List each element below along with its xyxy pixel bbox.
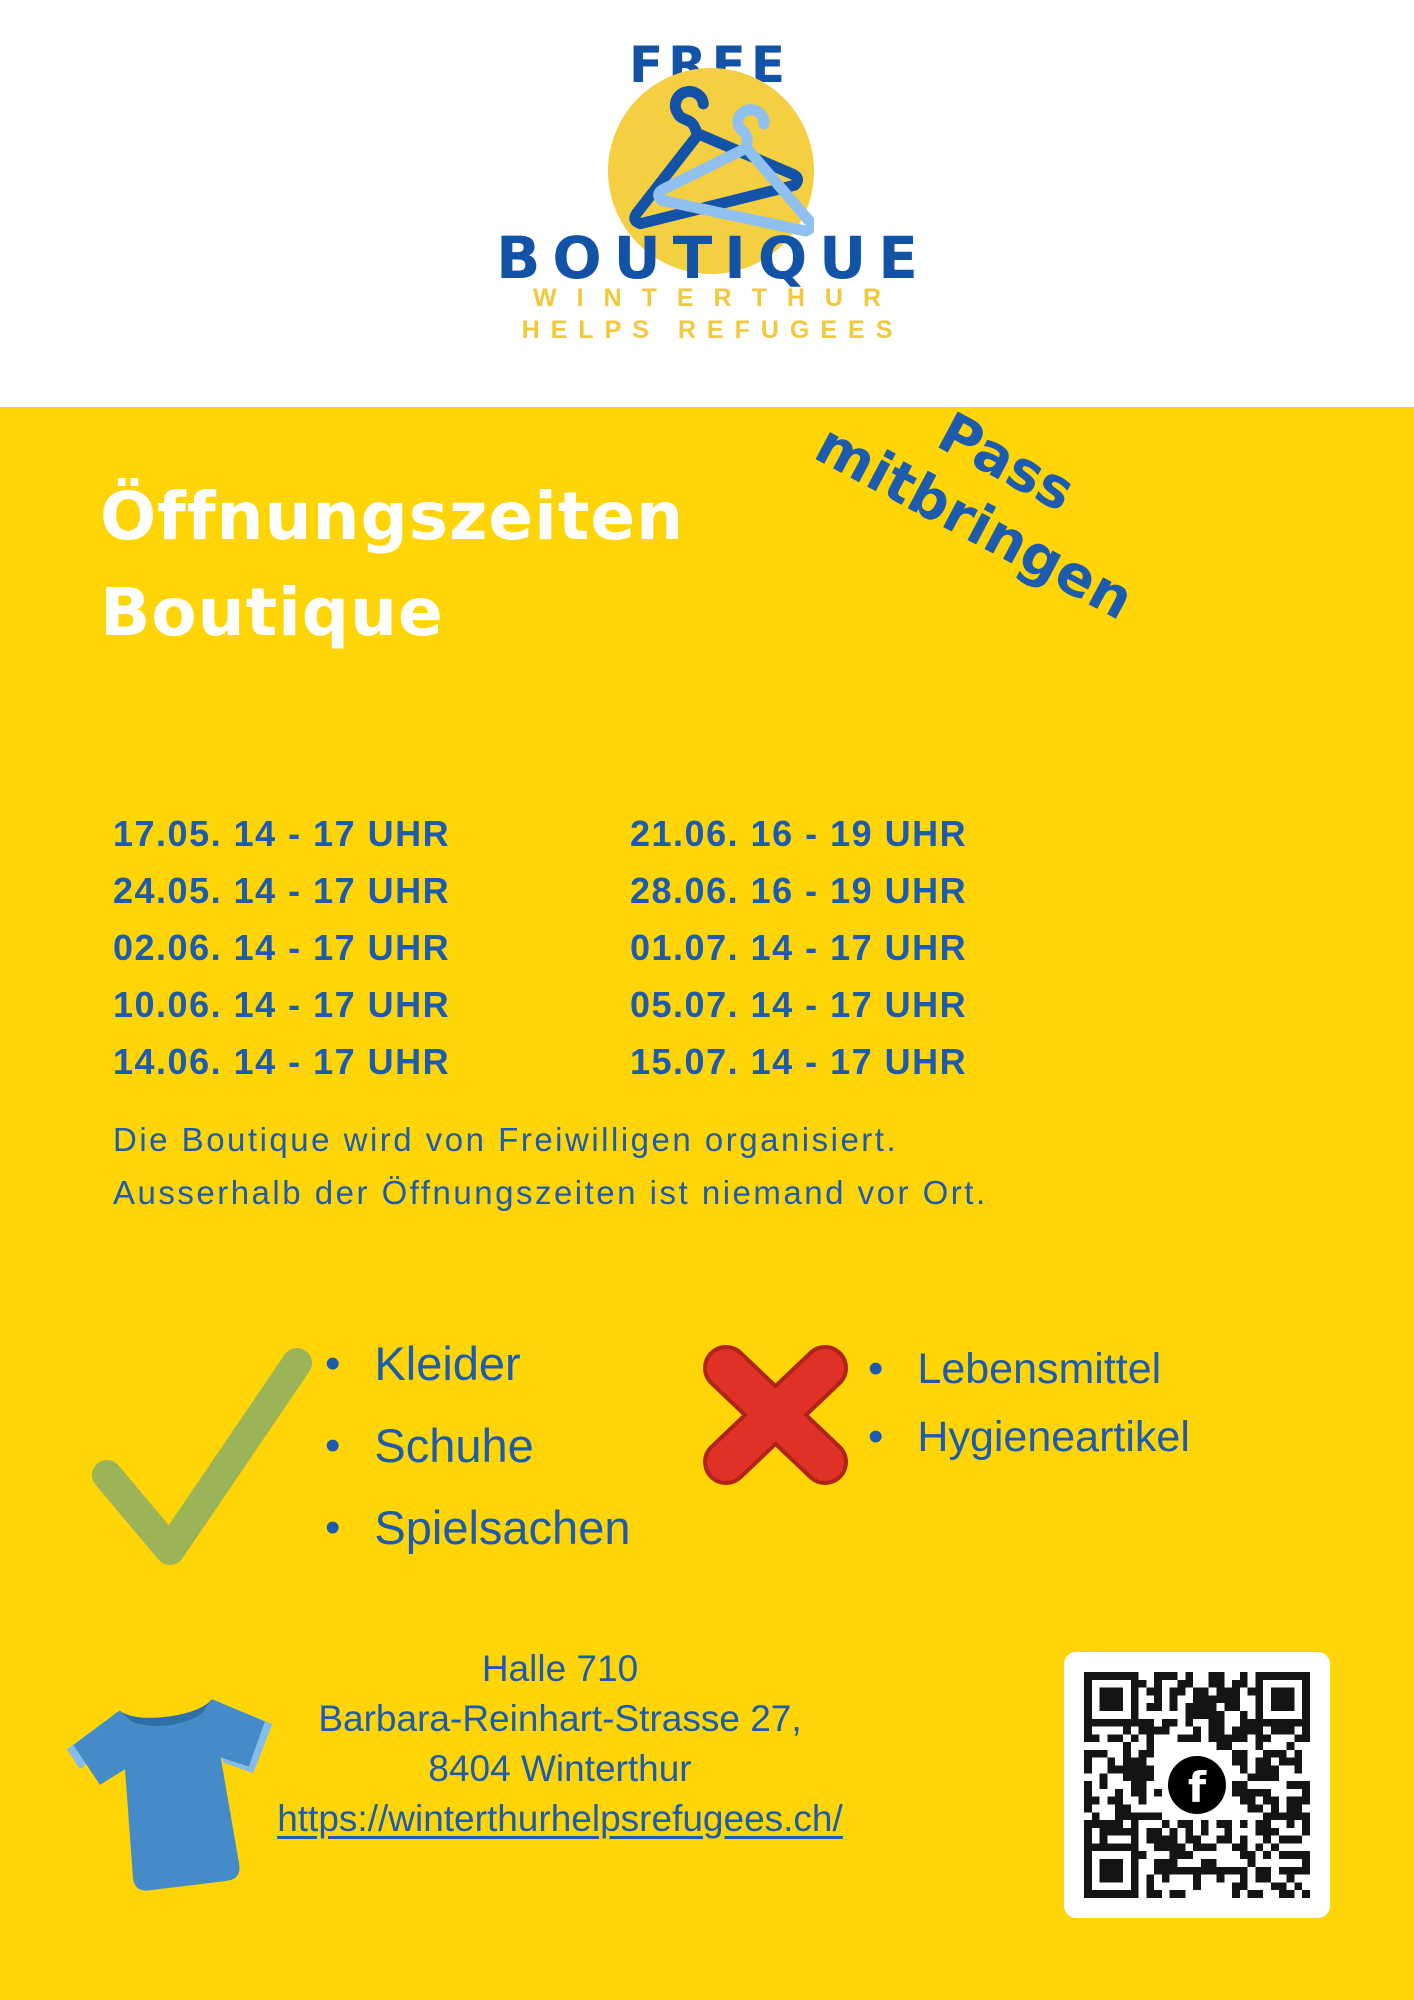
opening-times: 17.05. 14 - 17 UHR 24.05. 14 - 17 UHR 02… xyxy=(113,805,967,1090)
schedule-row: 14.06. 14 - 17 UHR xyxy=(113,1041,451,1082)
item-label: Spielsachen xyxy=(374,1501,631,1554)
x-icon xyxy=(703,1345,848,1485)
website-line: https://winterthurhelpsrefugees.ch/ xyxy=(260,1794,860,1844)
website-link[interactable]: https://winterthurhelpsrefugees.ch/ xyxy=(277,1798,843,1839)
schedule-row: 24.05. 14 - 17 UHR xyxy=(113,870,451,911)
list-item: • Lebensmittel xyxy=(868,1342,1190,1396)
street-line: Barbara-Reinhart-Strasse 27, xyxy=(318,1698,802,1739)
logo-boutique-text: BOUTIQUE xyxy=(496,224,930,292)
schedule-row: 10.06. 14 - 17 UHR xyxy=(113,984,451,1025)
list-item: • Hygieneartikel xyxy=(868,1410,1190,1464)
logo-winterthur-text: WINTERTHUR xyxy=(532,284,902,312)
venue-line: Halle 710 xyxy=(481,1648,639,1689)
facebook-icon: f xyxy=(1168,1756,1226,1814)
schedule-row: 17.05. 14 - 17 UHR xyxy=(113,813,451,854)
item-label: Kleider xyxy=(374,1337,521,1390)
volunteer-note: Die Boutique wird von Freiwilligen organ… xyxy=(113,1113,988,1219)
qr-panel: f xyxy=(1064,1652,1330,1918)
clothes-hangers-icon xyxy=(629,85,814,237)
schedule-row: 28.06. 16 - 19 UHR xyxy=(630,870,968,911)
accepted-items-list: • Kleider • Schuhe • Spielsachen xyxy=(325,1335,630,1581)
city-line: 8404 Winterthur xyxy=(428,1748,692,1789)
opening-times-column-2: 21.06. 16 - 19 UHR 28.06. 16 - 19 UHR 01… xyxy=(630,805,967,1090)
list-item: • Spielsachen xyxy=(325,1499,630,1557)
rejected-items-list: • Lebensmittel • Hygieneartikel xyxy=(868,1342,1190,1478)
note-line-1: Die Boutique wird von Freiwilligen organ… xyxy=(113,1121,899,1158)
item-label: Lebensmittel xyxy=(917,1345,1162,1393)
page-title: Öffnungszeiten Boutique xyxy=(100,469,684,661)
schedule-row: 02.06. 14 - 17 UHR xyxy=(113,927,451,968)
title-line-1: Öffnungszeiten xyxy=(100,478,685,555)
logo-circle xyxy=(608,68,814,274)
bullet-icon: • xyxy=(325,1503,341,1552)
schedule-row: 05.07. 14 - 17 UHR xyxy=(630,984,968,1025)
bullet-icon: • xyxy=(325,1421,341,1470)
tshirt-icon xyxy=(66,1699,273,1891)
item-label: Hygieneartikel xyxy=(917,1413,1190,1461)
opening-times-column-1: 17.05. 14 - 17 UHR 24.05. 14 - 17 UHR 02… xyxy=(113,805,630,1090)
list-item: • Schuhe xyxy=(325,1417,630,1475)
checkmark-icon xyxy=(92,1348,312,1565)
logo-header: FREE BOUTIQUE WINTERTHUR HELPS REFUGEES xyxy=(0,0,1414,407)
footer-address: Halle 710 Barbara-Reinhart-Strasse 27, 8… xyxy=(260,1644,860,1844)
note-line-2: Ausserhalb der Öffnungszeiten ist nieman… xyxy=(113,1174,988,1211)
logo-helps-refugees-text: HELPS REFUGEES xyxy=(521,316,904,344)
poster-body: Öffnungszeiten Boutique Pass mitbringen … xyxy=(0,400,1414,2000)
item-label: Schuhe xyxy=(374,1419,534,1472)
bullet-icon: • xyxy=(868,1344,884,1393)
title-line-2: Boutique xyxy=(100,574,444,651)
schedule-row: 21.06. 16 - 19 UHR xyxy=(630,813,968,854)
schedule-row: 01.07. 14 - 17 UHR xyxy=(630,927,968,968)
qr-code: f xyxy=(1084,1672,1310,1898)
list-item: • Kleider xyxy=(325,1335,630,1393)
bullet-icon: • xyxy=(868,1412,884,1461)
schedule-row: 15.07. 14 - 17 UHR xyxy=(630,1041,968,1082)
bullet-icon: • xyxy=(325,1339,341,1388)
